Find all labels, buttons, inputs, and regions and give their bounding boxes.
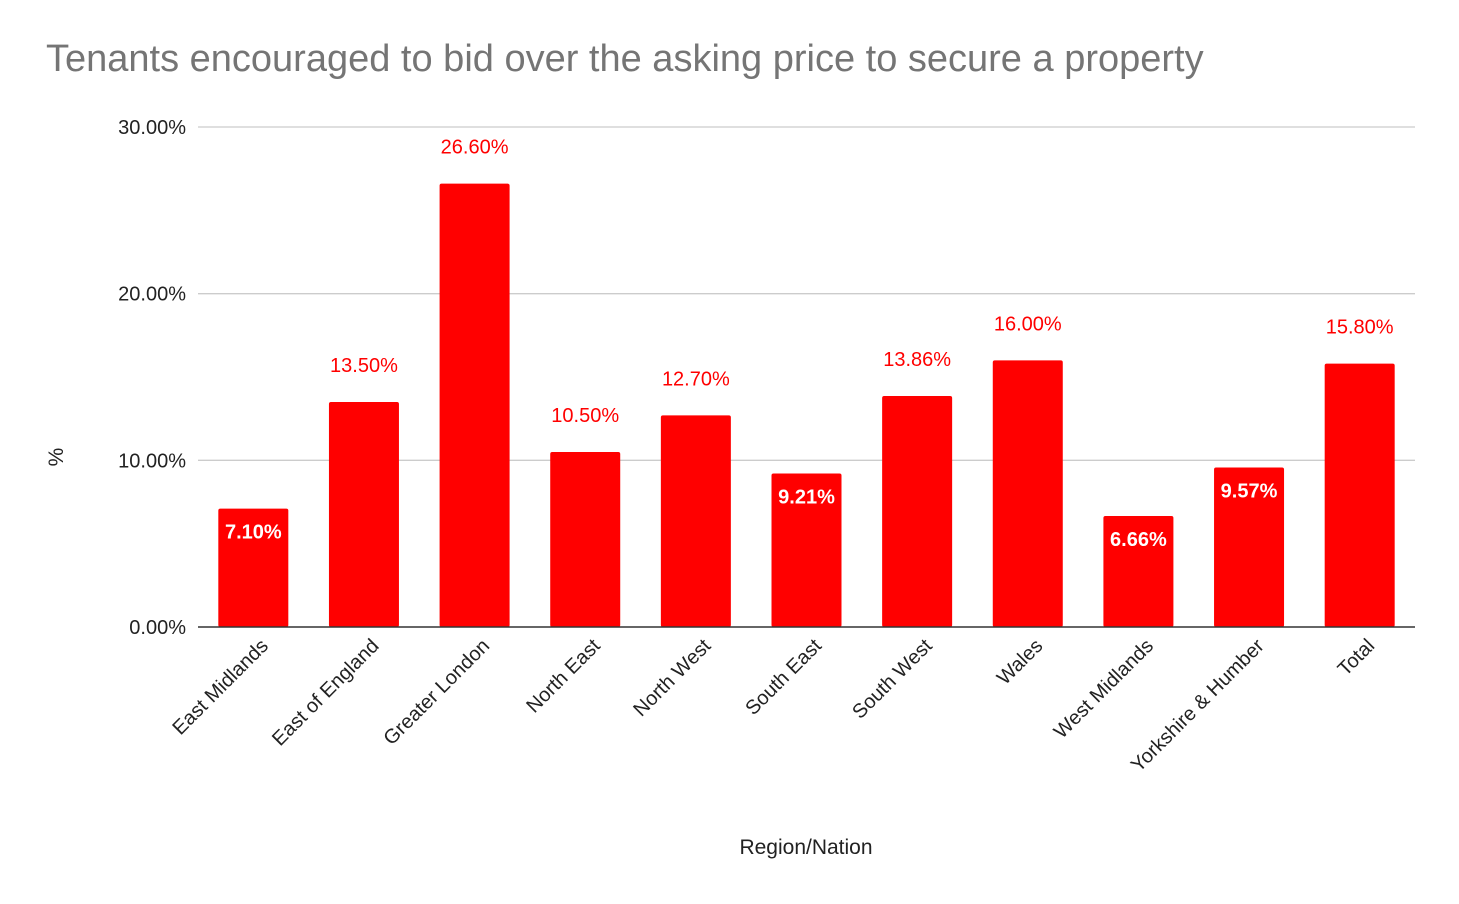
- y-tick-label: 0.00%: [129, 617, 186, 639]
- bar: [882, 396, 953, 627]
- x-tick-label: East Midlands: [168, 635, 272, 739]
- bar: [1103, 516, 1174, 627]
- data-label: 15.80%: [1326, 317, 1394, 339]
- bar: [992, 360, 1063, 627]
- data-label: 6.66%: [1110, 529, 1167, 551]
- x-tick-label: South East: [741, 635, 826, 720]
- y-tick-label: 30.00%: [118, 117, 186, 139]
- data-label: 9.57%: [1221, 481, 1278, 503]
- data-label: 7.10%: [225, 522, 282, 544]
- x-tick-label: Total: [1334, 635, 1379, 680]
- y-axis-title: %: [45, 448, 68, 467]
- y-tick-label: 10.00%: [118, 450, 186, 472]
- data-label: 13.86%: [883, 349, 951, 371]
- x-tick-label: North West: [629, 635, 715, 721]
- data-label: 10.50%: [551, 405, 619, 427]
- bar: [1214, 467, 1285, 627]
- bar: [218, 508, 289, 627]
- bar: [328, 402, 399, 627]
- data-label: 16.00%: [994, 313, 1062, 335]
- x-tick-label: Wales: [993, 635, 1047, 689]
- x-axis-title: Region/Nation: [739, 836, 872, 859]
- gridlines: [198, 126, 1415, 461]
- data-label: 9.21%: [778, 487, 835, 509]
- bar: [439, 183, 510, 627]
- bars: [218, 183, 1395, 627]
- data-labels: 7.10% 13.50% 26.60% 10.50% 12.70% 9.21% 13.86%…: [225, 137, 1394, 551]
- x-tick-label: West Midlands: [1050, 635, 1158, 743]
- axes: 0.00% 10.00% 20.00% 30.00% East MidlandsEast…: [118, 117, 1415, 777]
- data-label: 26.60%: [441, 137, 509, 159]
- x-tick-label: South West: [848, 635, 937, 724]
- bar: [771, 473, 842, 627]
- chart-title: Tenants encouraged to bid over the askin…: [46, 38, 1204, 80]
- bar: [1324, 363, 1395, 627]
- data-label: 13.50%: [330, 355, 398, 377]
- y-tick-label: 20.00%: [118, 284, 186, 306]
- x-tick-label: Greater London: [379, 635, 494, 750]
- bar: [660, 415, 731, 627]
- data-label: 12.70%: [662, 368, 730, 390]
- x-tick-label: East of England: [268, 635, 383, 750]
- x-tick-label: North East: [522, 635, 605, 718]
- bar: [550, 452, 621, 627]
